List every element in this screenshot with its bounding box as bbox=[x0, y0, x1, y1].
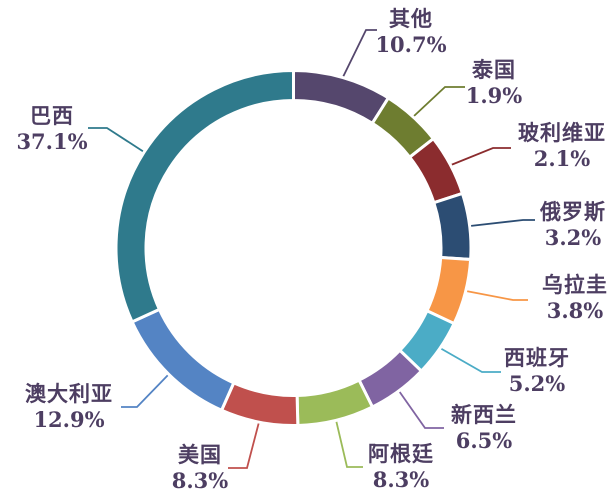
leader-line-uruguay bbox=[465, 290, 528, 301]
leader-line-thailand bbox=[413, 86, 465, 117]
leader-line-australia bbox=[121, 373, 170, 408]
donut-slice-usa bbox=[219, 380, 300, 427]
donut-slice-argentina bbox=[295, 378, 375, 427]
leader-line-spain bbox=[439, 347, 501, 373]
leader-line-usa bbox=[228, 421, 260, 469]
leader-line-brazil bbox=[88, 127, 145, 153]
donut-slice-other bbox=[292, 68, 391, 126]
donut-slice-russia bbox=[431, 191, 473, 262]
leader-line-new-zealand bbox=[398, 390, 444, 429]
leader-line-bolivia bbox=[450, 147, 511, 166]
donut-slice-brazil bbox=[114, 68, 295, 324]
leader-line-russia bbox=[469, 219, 535, 227]
leader-line-other bbox=[342, 29, 377, 78]
leader-line-argentina bbox=[335, 419, 363, 468]
